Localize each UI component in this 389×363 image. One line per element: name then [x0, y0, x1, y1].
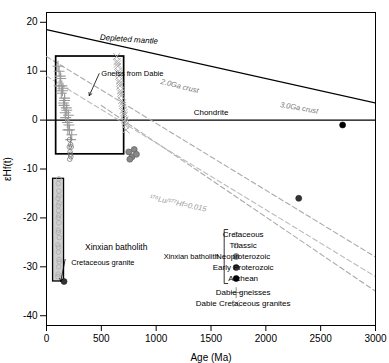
svg-text:500: 500: [93, 333, 110, 344]
svg-text:0: 0: [32, 114, 38, 125]
svg-text:-10: -10: [23, 163, 38, 174]
svg-text:Dabie gneisses: Dabie gneisses: [216, 288, 271, 297]
svg-text:Cretaceous granite: Cretaceous granite: [71, 258, 134, 267]
svg-text:3.0Ga crust: 3.0Ga crust: [279, 100, 320, 116]
svg-text:2.0Ga crust: 2.0Ga crust: [159, 77, 201, 96]
svg-text:Depleted mantle: Depleted mantle: [100, 33, 159, 46]
svg-text:Dabie Cretaceous granites: Dabie Cretaceous granites: [196, 299, 291, 308]
svg-text:Neoproterozoic: Neoproterozoic: [216, 252, 270, 261]
svg-text:Archean: Archean: [228, 274, 258, 283]
svg-text:εHf(t): εHf(t): [2, 157, 13, 181]
svg-text:1500: 1500: [200, 333, 223, 344]
svg-text:-30: -30: [23, 261, 38, 272]
svg-text:¹⁷⁶Lu/¹⁷⁷Hf=0.015: ¹⁷⁶Lu/¹⁷⁷Hf=0.015: [149, 193, 208, 214]
svg-text:Xinxian batholith: Xinxian batholith: [164, 252, 219, 261]
svg-text:2000: 2000: [255, 333, 278, 344]
svg-text:0: 0: [44, 333, 50, 344]
svg-text:2500: 2500: [310, 333, 333, 344]
svg-text:3000: 3000: [364, 333, 387, 344]
svg-text:Xinxian batholith: Xinxian batholith: [85, 242, 148, 252]
svg-text:Early Proterozoic: Early Proterozoic: [213, 263, 274, 272]
svg-text:1000: 1000: [145, 333, 168, 344]
svg-text:Triassic: Triassic: [230, 241, 257, 250]
svg-text:-20: -20: [23, 212, 38, 223]
svg-text:Cretaceous: Cretaceous: [223, 230, 264, 239]
svg-text:20: 20: [26, 16, 38, 27]
svg-text:Gneiss from Dabie: Gneiss from Dabie: [101, 69, 163, 78]
svg-text:Age (Ma): Age (Ma): [190, 352, 231, 363]
svg-text:Chondrite: Chondrite: [194, 108, 229, 117]
svg-text:10: 10: [26, 65, 38, 76]
svg-text:-40: -40: [23, 310, 38, 321]
